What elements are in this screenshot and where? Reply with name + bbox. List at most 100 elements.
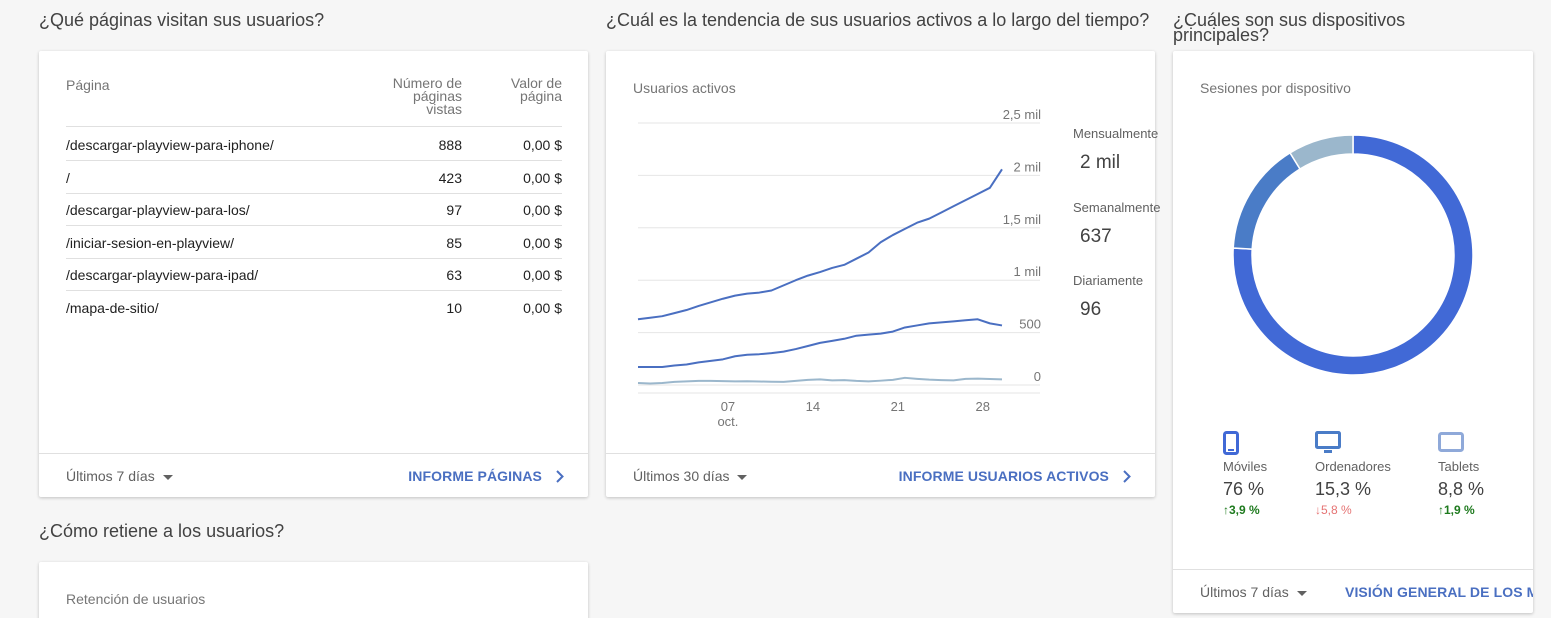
page-views: 10: [446, 300, 462, 316]
table-row: /mapa-de-sitio/10 0,00 $: [66, 291, 562, 324]
active-card-footer: Últimos 30 días INFORME USUARIOS ACTIVOS: [606, 453, 1155, 497]
x-tick-label: 07: [721, 399, 735, 414]
donut-slice-mobile: [1232, 134, 1474, 376]
devices-overview-label: VISIÓN GENERAL DE LOS MÓVILES: [1345, 584, 1533, 600]
tablet-icon: [1438, 431, 1464, 455]
caret-down-icon: [737, 474, 748, 480]
caret-down-icon: [162, 474, 173, 480]
y-tick-label: 1 mil: [1014, 264, 1042, 279]
page-views: 97: [446, 202, 462, 219]
series-line-2: [637, 376, 1003, 385]
retention-title: Retención de usuarios: [66, 591, 206, 607]
page-views: 423: [438, 169, 462, 186]
arrow-up-icon: ↑: [1223, 503, 1229, 517]
active-report-label: INFORME USUARIOS ACTIVOS: [898, 468, 1109, 484]
page-path[interactable]: /descargar-playview-para-los/: [66, 202, 250, 219]
page-views: 888: [438, 137, 462, 153]
devices-question: ¿Cuáles son sus dispositivos principales…: [1173, 10, 1406, 45]
summary-value: 637: [1080, 226, 1112, 247]
device-legend-desktop: Ordenadores 15,3 % ↓5,8 %: [1315, 431, 1405, 517]
page-value: 0,00 $: [523, 267, 562, 284]
x-tick-label: 28: [975, 399, 989, 414]
active-users-report-link[interactable]: INFORME USUARIOS ACTIVOS: [899, 468, 1131, 484]
devices-donut-chart: [1232, 134, 1474, 376]
pages-date-range-dropdown[interactable]: Últimos 7 días: [66, 468, 173, 484]
y-tick-label: 2 mil: [1014, 159, 1042, 174]
x-tick-month-label: oct.: [717, 414, 738, 429]
y-tick-label: 500: [1019, 317, 1041, 332]
donut-slice-tablet: [1289, 134, 1354, 171]
device-change: 3,9 %: [1229, 503, 1260, 517]
donut-slice-desktop: [1232, 151, 1302, 250]
page-path[interactable]: /: [66, 169, 70, 186]
pages-report-link[interactable]: INFORME PÁGINAS: [408, 468, 564, 484]
device-legend-tablet: Tablets 8,8 % ↑1,9 %: [1438, 431, 1528, 517]
x-tick-label: 21: [891, 399, 905, 414]
page-column-header: Página: [66, 77, 110, 93]
desktop-icon: [1315, 431, 1341, 455]
x-tick-label: 14: [806, 399, 820, 414]
retention-question: ¿Cómo retiene a los usuarios?: [39, 521, 285, 541]
page-value: 0,00 $: [523, 137, 562, 153]
summary-label: Mensualmente: [1073, 126, 1159, 141]
device-legend-mobile: Móviles 76 % ↑3,9 %: [1223, 431, 1313, 517]
series-line-1: [638, 318, 1003, 369]
page-path[interactable]: /iniciar-sesion-en-playview/: [66, 234, 235, 251]
devices-card-footer: Últimos 7 días VISIÓN GENERAL DE LOS MÓV…: [1173, 569, 1533, 613]
active-users-title: Usuarios activos: [633, 80, 736, 96]
device-percentage: 8,8 %: [1438, 479, 1485, 499]
trend-question: ¿Cuál es la tendencia de sus usuarios ac…: [606, 10, 1150, 30]
page-views: 85: [446, 234, 462, 251]
page-value: 0,00 $: [523, 234, 562, 251]
value-column-header: Valor de página: [510, 75, 562, 104]
pages-question: ¿Qué páginas visitan sus usuarios?: [39, 10, 325, 30]
device-name: Ordenadores: [1315, 459, 1391, 474]
y-tick-label: 0: [1034, 369, 1041, 384]
arrow-up-icon: ↑: [1438, 503, 1444, 517]
table-row: / 423 0,00 $: [66, 161, 562, 194]
mobile-icon: [1223, 431, 1245, 455]
chevron-right-icon: [1123, 470, 1131, 483]
device-percentage: 15,3 %: [1315, 479, 1372, 499]
caret-down-icon: [1296, 590, 1307, 596]
y-tick-label: 2,5 mil: [1003, 107, 1041, 122]
devices-overview-link[interactable]: VISIÓN GENERAL DE LOS MÓVILES: [1345, 584, 1533, 600]
series-line-0: [637, 168, 1003, 321]
device-percentage: 76 %: [1223, 479, 1265, 499]
active-range-label: Últimos 30 días: [633, 468, 730, 484]
devices-date-range-dropdown[interactable]: Últimos 7 días: [1200, 584, 1307, 600]
pages-report-label: INFORME PÁGINAS: [408, 468, 542, 484]
summary-label: Semanalmente: [1073, 200, 1161, 215]
device-change: 1,9 %: [1444, 503, 1475, 517]
page-value: 0,00 $: [523, 300, 562, 316]
arrow-down-icon: ↓: [1315, 503, 1321, 517]
table-row: /iniciar-sesion-en-playview/85 0,00 $: [66, 226, 562, 259]
pages-card-footer: Últimos 7 días INFORME PÁGINAS: [39, 453, 588, 497]
chevron-right-icon: [556, 470, 564, 483]
pages-range-label: Últimos 7 días: [66, 468, 155, 484]
device-name: Móviles: [1223, 459, 1268, 474]
summary-value: 2 mil: [1080, 152, 1121, 173]
devices-title: Sesiones por dispositivo: [1200, 80, 1351, 96]
summary-label: Diariamente: [1073, 273, 1144, 288]
devices-card: Sesiones por dispositivo Móviles 76 % ↑3,9…: [1173, 51, 1533, 613]
table-row: /descargar-playview-para-iphone/888 0,00 …: [66, 128, 562, 161]
pages-table-header: Página Número de páginas vistas Valor de…: [66, 75, 562, 127]
page-path[interactable]: /descargar-playview-para-ipad/: [66, 267, 259, 284]
pages-card: Página Número de páginas vistas Valor de…: [39, 51, 588, 497]
table-row: /descargar-playview-para-ipad/63 0,00 $: [66, 258, 562, 292]
page-path[interactable]: /descargar-playview-para-iphone/: [66, 137, 274, 153]
retention-card: Retención de usuarios: [39, 562, 588, 618]
page-value: 0,00 $: [523, 202, 562, 219]
device-change: 5,8 %: [1321, 503, 1352, 517]
device-name: Tablets: [1438, 459, 1480, 474]
y-tick-label: 1,5 mil: [1003, 212, 1041, 227]
page-path[interactable]: /mapa-de-sitio/: [66, 300, 159, 316]
page-views: 63: [446, 267, 462, 284]
active-users-card: Usuarios activos 0 500 1 mil 1,5 mil 2 mil 2,…: [606, 51, 1160, 497]
page-value: 0,00 $: [523, 169, 562, 186]
devices-range-label: Últimos 7 días: [1200, 584, 1289, 600]
summary-value: 96: [1080, 299, 1102, 320]
active-date-range-dropdown[interactable]: Últimos 30 días: [633, 468, 748, 484]
